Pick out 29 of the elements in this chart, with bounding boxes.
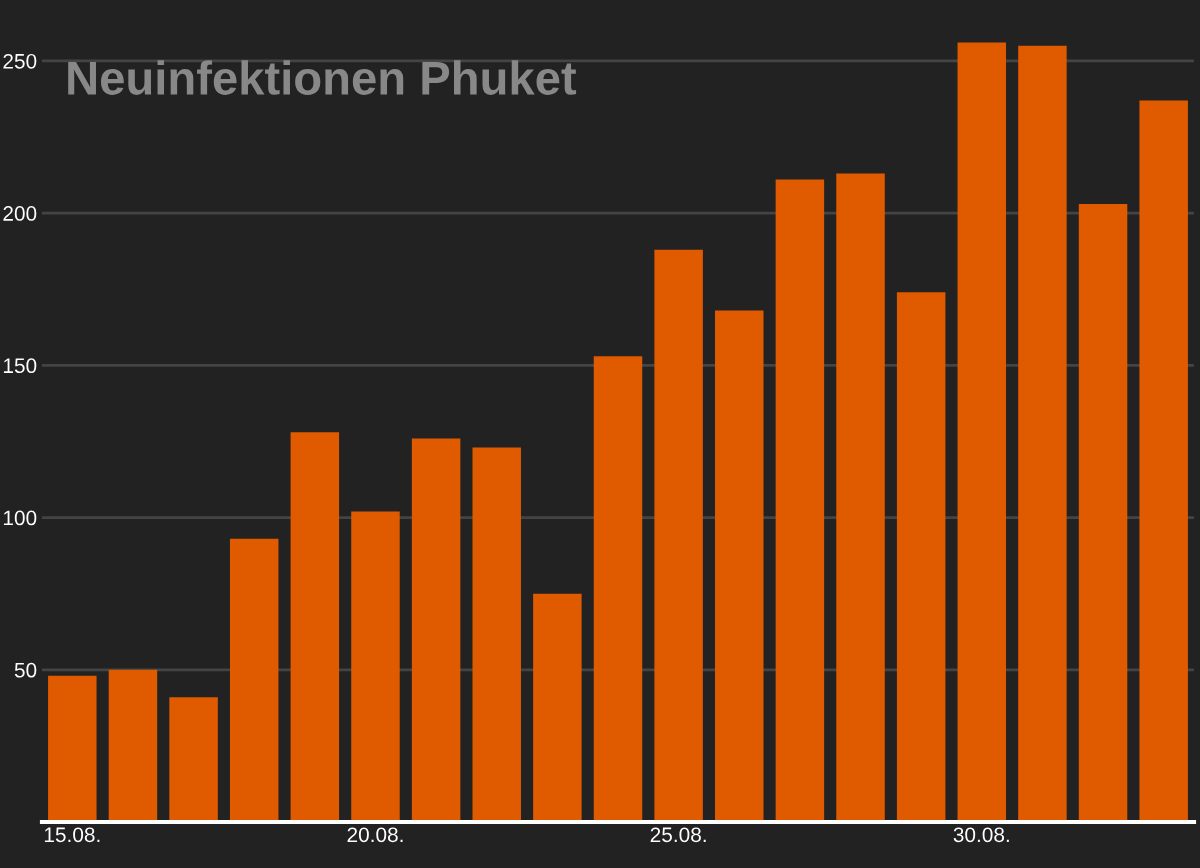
bar xyxy=(1018,45,1067,822)
x-tick-label: 20.08. xyxy=(347,827,403,843)
x-tick-label: 15.08. xyxy=(44,827,100,843)
bar xyxy=(290,432,340,822)
x-tick-label: 25.08. xyxy=(650,827,706,843)
text: Neuinfektionen Phuket xyxy=(68,60,577,95)
bar xyxy=(472,447,521,822)
x-tick-label: 30.08. xyxy=(953,827,1009,843)
y-tick-label: 100 xyxy=(3,510,37,526)
bar xyxy=(1078,203,1128,822)
bar xyxy=(411,438,461,822)
bar xyxy=(48,675,97,822)
bar xyxy=(533,593,582,822)
y-tick-label: 250 xyxy=(3,53,37,69)
bar xyxy=(654,249,703,822)
y-tick-label: 50 xyxy=(14,662,37,678)
bar xyxy=(775,179,825,822)
bar xyxy=(593,356,643,822)
bar xyxy=(1139,100,1188,822)
bar xyxy=(896,292,946,822)
bar xyxy=(229,538,279,822)
bar xyxy=(351,511,400,822)
bar xyxy=(715,310,764,822)
bar xyxy=(957,42,1007,822)
bar xyxy=(836,173,885,822)
bar xyxy=(169,697,218,822)
bar xyxy=(108,669,158,822)
y-tick-label: 150 xyxy=(3,358,37,374)
y-tick-label: 200 xyxy=(3,206,37,221)
